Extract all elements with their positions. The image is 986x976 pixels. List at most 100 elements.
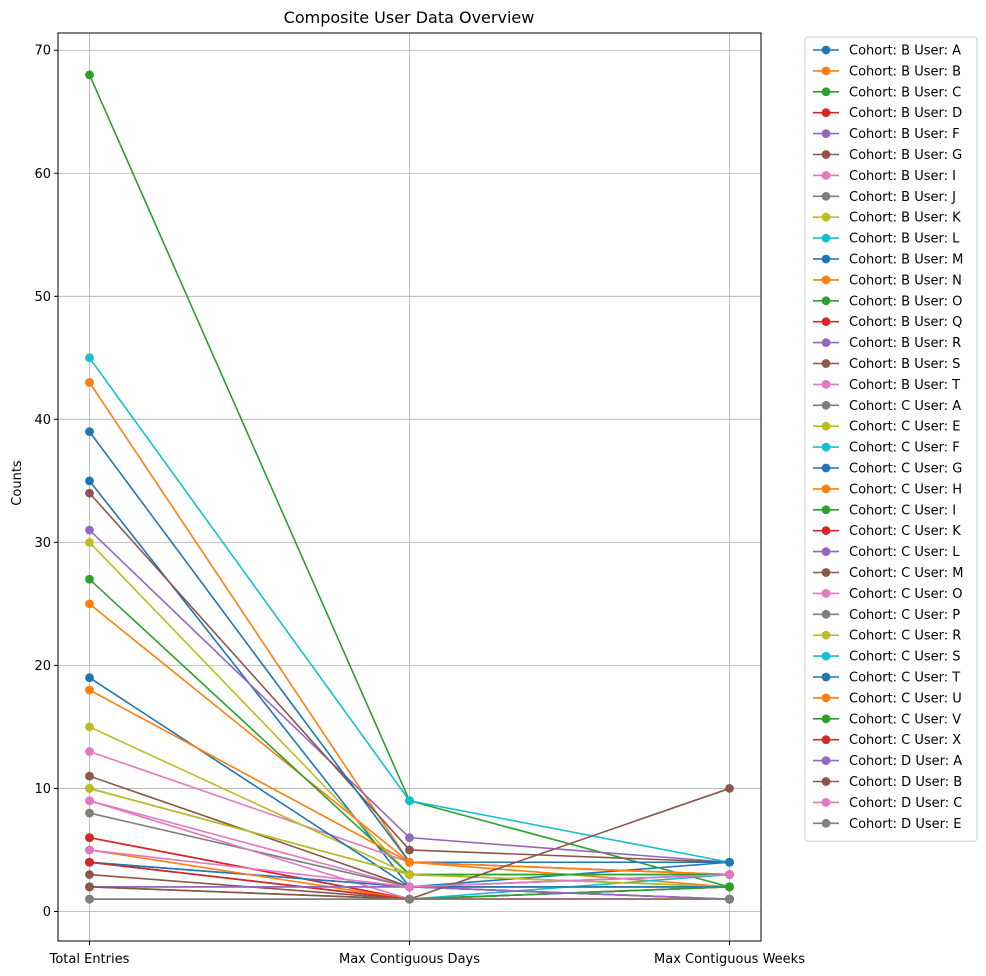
legend-marker bbox=[821, 568, 831, 577]
data-point bbox=[85, 796, 94, 806]
legend-label: Cohort: C User: E bbox=[849, 420, 961, 435]
axes: 0 10 20 30 40 50 60 70 Total Entries Max Contiguo… bbox=[34, 44, 805, 967]
x-tick-label: Total Entries bbox=[49, 952, 130, 967]
data-point bbox=[85, 857, 94, 867]
chart-title: Composite User Data Overview bbox=[284, 8, 535, 27]
legend-marker bbox=[821, 338, 831, 347]
legend-marker bbox=[821, 317, 831, 327]
legend-label: Cohort: B User: S bbox=[849, 357, 960, 372]
data-point bbox=[85, 525, 94, 535]
data-point bbox=[405, 870, 414, 879]
legend-marker bbox=[821, 359, 831, 368]
x-tick-label: Max Contiguous Weeks bbox=[654, 952, 805, 967]
x-tick-label: Max Contiguous Days bbox=[339, 952, 480, 967]
legend-label: Cohort: D User: C bbox=[849, 796, 962, 811]
data-point bbox=[85, 771, 94, 781]
data-point bbox=[85, 574, 94, 584]
legend-label: Cohort: D User: A bbox=[849, 754, 962, 769]
legend-marker bbox=[821, 463, 831, 473]
data-point bbox=[85, 833, 94, 843]
legend-label: Cohort: B User: F bbox=[849, 127, 960, 142]
data-point bbox=[725, 784, 734, 793]
data-point bbox=[85, 882, 94, 892]
data-point bbox=[85, 353, 94, 363]
legend-label: Cohort: C User: V bbox=[849, 712, 961, 727]
data-point bbox=[85, 808, 94, 818]
data-point bbox=[85, 378, 94, 387]
data-point bbox=[85, 894, 94, 904]
legend-label: Cohort: B User: C bbox=[849, 85, 961, 100]
legend-marker bbox=[821, 296, 831, 306]
data-point bbox=[85, 784, 94, 793]
legend-label: Cohort: B User: Q bbox=[849, 315, 962, 330]
y-tick-label: 70 bbox=[34, 44, 51, 59]
legend-label: Cohort: B User: I bbox=[849, 169, 956, 184]
data-point bbox=[405, 894, 414, 904]
legend-label: Cohort: B User: N bbox=[849, 273, 962, 288]
legend-marker bbox=[821, 756, 831, 765]
data-point bbox=[85, 537, 94, 547]
series-layer bbox=[85, 70, 734, 904]
legend-marker bbox=[821, 108, 831, 118]
legend-label: Cohort: C User: U bbox=[849, 691, 962, 706]
data-point bbox=[85, 599, 94, 609]
legend-marker bbox=[821, 651, 831, 661]
legend-marker bbox=[821, 171, 831, 180]
legend-marker bbox=[821, 233, 831, 243]
data-point bbox=[405, 833, 414, 843]
legend-label: Cohort: C User: I bbox=[849, 503, 956, 518]
legend-marker bbox=[821, 672, 831, 682]
data-point bbox=[725, 857, 734, 867]
legend-marker bbox=[821, 630, 831, 640]
data-point bbox=[85, 488, 94, 498]
legend-label: Cohort: C User: O bbox=[849, 587, 963, 602]
legend-label: Cohort: C User: P bbox=[849, 608, 960, 623]
legend-label: Cohort: B User: T bbox=[849, 378, 960, 393]
legend-marker bbox=[821, 442, 831, 452]
legend-label: Cohort: B User: K bbox=[849, 211, 961, 226]
legend-label: Cohort: D User: B bbox=[849, 775, 962, 790]
data-point bbox=[85, 673, 94, 683]
legend-label: Cohort: D User: E bbox=[849, 817, 961, 832]
legend: Cohort: B User: A Cohort: B User: B Cohort… bbox=[804, 36, 978, 842]
y-tick-label: 50 bbox=[34, 290, 51, 305]
legend-marker bbox=[821, 129, 831, 139]
legend-marker bbox=[821, 526, 831, 536]
legend-label: Cohort: B User: L bbox=[849, 232, 960, 247]
y-tick-label: 40 bbox=[34, 413, 51, 428]
data-point bbox=[405, 882, 414, 892]
legend-marker bbox=[821, 212, 831, 222]
legend-box bbox=[804, 36, 978, 842]
data-point bbox=[85, 70, 94, 80]
data-point bbox=[725, 882, 734, 892]
legend-marker bbox=[821, 275, 831, 285]
legend-marker bbox=[821, 421, 831, 431]
legend-marker bbox=[821, 693, 831, 703]
legend-marker bbox=[821, 484, 831, 494]
legend-label: Cohort: C User: L bbox=[849, 545, 960, 560]
y-tick-label: 20 bbox=[34, 659, 51, 674]
legend-label: Cohort: B User: R bbox=[849, 336, 961, 351]
legend-marker bbox=[821, 505, 831, 515]
legend-marker bbox=[821, 66, 831, 76]
legend-marker bbox=[821, 45, 831, 55]
legend-label: Cohort: C User: R bbox=[849, 629, 961, 644]
legend-marker bbox=[821, 254, 831, 264]
legend-label: Cohort: C User: X bbox=[849, 733, 961, 748]
grid-lines bbox=[58, 33, 761, 941]
legend-label: Cohort: B User: A bbox=[849, 44, 961, 59]
legend-marker bbox=[821, 191, 831, 201]
legend-marker bbox=[821, 798, 831, 807]
legend-marker bbox=[821, 150, 831, 159]
legend-label: Cohort: C User: K bbox=[849, 524, 961, 539]
data-point bbox=[405, 857, 414, 867]
legend-label: Cohort: B User: G bbox=[849, 148, 962, 163]
legend-label: Cohort: B User: M bbox=[849, 253, 963, 268]
data-point bbox=[725, 870, 734, 879]
y-axis-label: Counts bbox=[10, 460, 25, 506]
data-point bbox=[85, 427, 94, 437]
legend-marker bbox=[821, 87, 831, 97]
data-point bbox=[85, 722, 94, 732]
legend-marker bbox=[821, 735, 831, 745]
